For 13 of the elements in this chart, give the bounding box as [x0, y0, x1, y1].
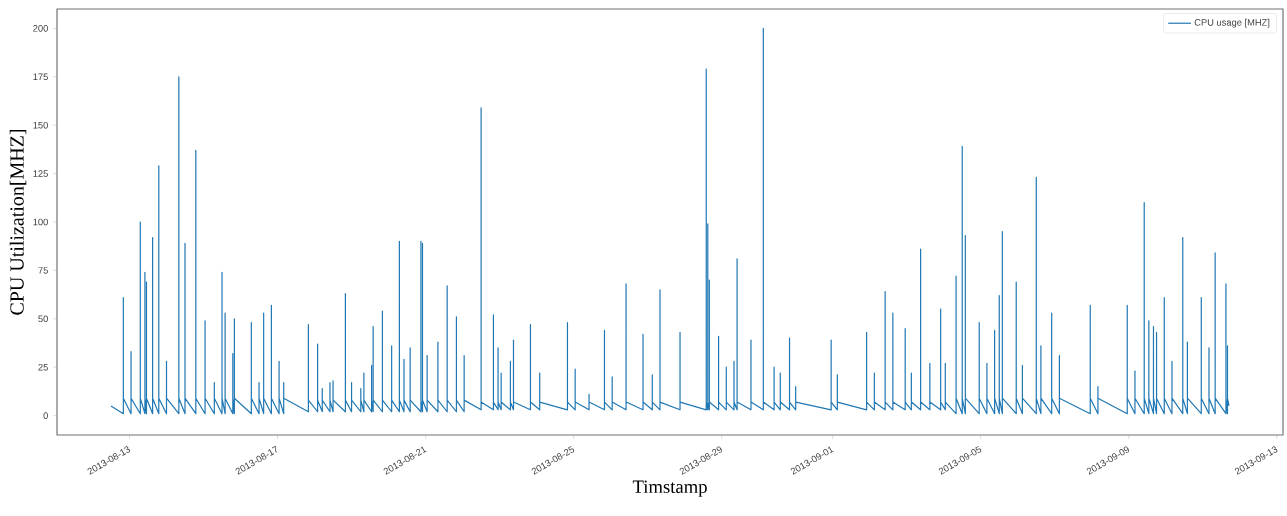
line-series: [110, 27, 1230, 415]
y-tick-label: 0: [43, 412, 48, 419]
y-tick-label: 175: [33, 73, 48, 81]
y-tick-label: 75: [38, 267, 48, 274]
y-tick-label: 200: [33, 25, 48, 32]
y-tick-label: 50: [38, 315, 48, 323]
y-tick-label: 150: [33, 121, 48, 129]
x-axis-title: Timstamp: [632, 480, 707, 497]
y-tick-label: 125: [33, 170, 48, 177]
y-tick-label: 100: [33, 218, 48, 226]
legend-label: CPU usage [MHZ]: [1194, 18, 1270, 28]
y-tick-label: 25: [38, 363, 48, 371]
y-axis-title: CPU Utilization[MHZ]: [9, 129, 27, 315]
